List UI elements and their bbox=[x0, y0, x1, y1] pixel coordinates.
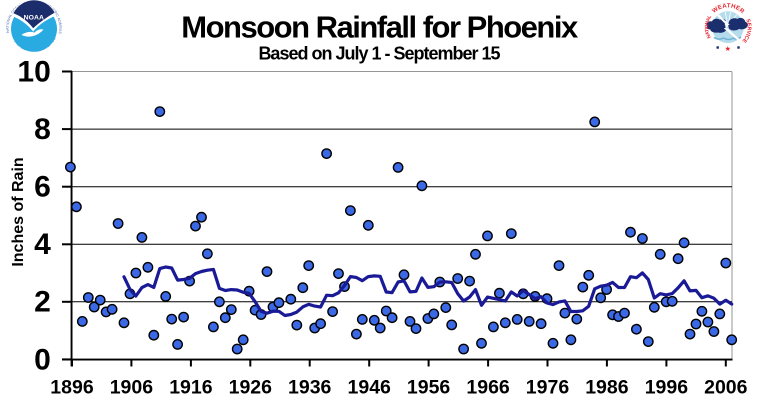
svg-text:Based on July 1 - September 15: Based on July 1 - September 15 bbox=[258, 44, 500, 64]
svg-text:1966: 1966 bbox=[466, 377, 510, 399]
svg-text:NOAA: NOAA bbox=[24, 15, 44, 22]
svg-text:1976: 1976 bbox=[526, 377, 570, 399]
svg-text:1906: 1906 bbox=[110, 377, 154, 399]
svg-text:1986: 1986 bbox=[585, 377, 629, 399]
svg-text:4: 4 bbox=[34, 228, 51, 261]
svg-text:1916: 1916 bbox=[169, 377, 213, 399]
svg-text:8: 8 bbox=[34, 113, 51, 146]
svg-text:SERVICE: SERVICE bbox=[740, 18, 752, 44]
svg-text:1996: 1996 bbox=[645, 377, 689, 399]
svg-text:1956: 1956 bbox=[407, 377, 451, 399]
svg-text:10: 10 bbox=[17, 55, 50, 88]
svg-text:6: 6 bbox=[34, 171, 51, 204]
svg-text:1936: 1936 bbox=[288, 377, 332, 399]
svg-text:Inches of Rain: Inches of Rain bbox=[10, 157, 27, 266]
svg-text:NATIONAL: NATIONAL bbox=[704, 14, 713, 39]
svg-text:1896: 1896 bbox=[50, 377, 94, 399]
svg-text:Monsoon Rainfall for Phoenix: Monsoon Rainfall for Phoenix bbox=[181, 10, 579, 45]
svg-text:1926: 1926 bbox=[229, 377, 273, 399]
svg-text:2: 2 bbox=[34, 286, 51, 319]
svg-text:2006: 2006 bbox=[704, 377, 748, 399]
svg-text:1946: 1946 bbox=[348, 377, 392, 399]
svg-text:★: ★ bbox=[725, 44, 731, 53]
svg-text:0: 0 bbox=[34, 343, 51, 376]
